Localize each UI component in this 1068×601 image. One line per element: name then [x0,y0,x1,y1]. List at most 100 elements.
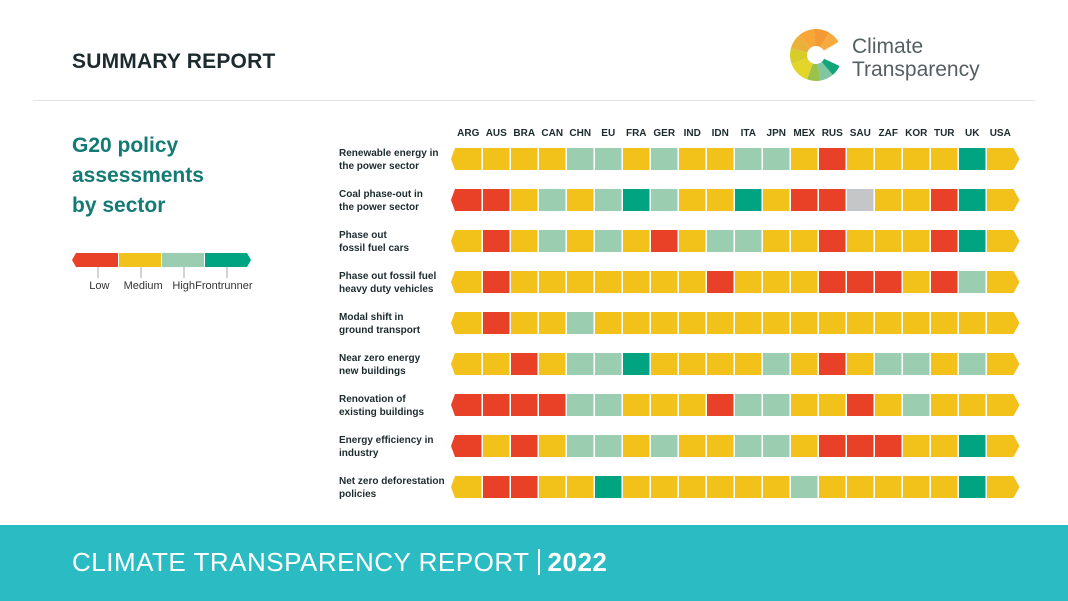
heatmap-cell-chn: CHN: Medium [567,230,594,252]
heatmap-cell-zaf: ZAF: High [875,353,902,375]
heatmap-cell-sau: SAU: Medium [847,230,874,252]
country-label-jpn: JPN [766,128,786,139]
heatmap-cell-idn: IDN: Medium [707,312,734,334]
heatmap-cell-mex: MEX: Medium [791,353,818,375]
heatmap-cell-ita: ITA: Frontrunner [735,189,762,211]
heatmap-cell-ind: IND: Medium [679,148,706,170]
heatmap-cell-ita: ITA: Medium [735,353,762,375]
sector-label-line-1: Phase out fossil fuel [339,271,437,282]
heatmap-cell-bra: BRA: Medium [511,312,538,334]
heatmap-cell-fra: FRA: Medium [623,230,650,252]
logo-segment [821,58,840,75]
heatmap-cell-jpn: JPN: High [763,435,790,457]
heatmap-cell-mex: MEX: Medium [791,394,818,416]
climate-transparency-logo-icon [790,29,840,81]
heatmap-cell-ger: GER: Medium [651,476,678,498]
heatmap-cell-ger: GER: High [651,148,678,170]
sector-label: Net zero deforestation policies [339,475,449,501]
heatmap-cell-arg: ARG: Medium [451,312,482,334]
logo-segment [790,48,808,64]
sector-label-line-1: Phase out [339,230,387,241]
legend-label-frontrunner: Frontrunner [195,280,253,292]
heatmap-cell-rus: RUS: Low [819,189,846,211]
heatmap-cell-bra: BRA: Low [511,476,538,498]
header-divider [33,100,1035,101]
heatmap-cell-can: CAN: Low [539,394,566,416]
heatmap-cell-chn: CHN: High [567,353,594,375]
heatmap-cell-zaf: ZAF: Medium [875,189,902,211]
heatmap-cell-tur: TUR: Medium [931,353,958,375]
heatmap-cell-usa: USA: Medium [987,312,1020,334]
heatmap-cell-eu: EU: High [595,148,622,170]
heatmap-cell-aus: AUS: Medium [483,148,510,170]
sector-label-line-2: heavy duty vehicles [339,284,434,295]
heatmap-cell-uk: UK: High [959,353,986,375]
footer-separator [537,549,540,575]
heatmap-cell-arg: ARG: Medium [451,230,482,252]
heatmap-cell-sau: SAU: Medium [847,148,874,170]
country-label-uk: UK [965,128,980,139]
sector-label-line-2: fossil fuel cars [339,243,410,254]
heatmap-cell-aus: AUS: Low [483,394,510,416]
heatmap-cell-chn: CHN: Medium [567,476,594,498]
heatmap-cell-eu: EU: High [595,230,622,252]
heatmap-cell-ind: IND: Medium [679,230,706,252]
heatmap-cell-tur: TUR: Low [931,189,958,211]
logo-segment [791,58,813,80]
heatmap-cell-can: CAN: Medium [539,148,566,170]
heatmap-cell-ger: GER: Medium [651,271,678,293]
sector-label-line-1: Coal phase-out in [339,189,423,200]
heatmap-cell-mex: MEX: Medium [791,312,818,334]
heatmap-cell-sau: SAU: NA [847,189,874,211]
heatmap-cell-ind: IND: Medium [679,394,706,416]
sector-label: Modal shift in ground transport [339,311,449,337]
heatmap-cell-kor: KOR: Medium [903,476,930,498]
heatmap-cell-fra: FRA: Medium [623,271,650,293]
heatmap-cell-zaf: ZAF: Low [875,271,902,293]
heatmap-cell-uk: UK: Medium [959,394,986,416]
page-title: SUMMARY REPORT [72,50,276,73]
heatmap-cell-fra: FRA: Medium [623,312,650,334]
sector-label-line-2: the power sector [339,202,420,213]
heatmap-cell-idn: IDN: Medium [707,476,734,498]
heatmap-cell-aus: AUS: Low [483,189,510,211]
country-label-aus: AUS [485,128,507,139]
heading-line-2: assessments [72,164,204,187]
heatmap-cell-uk: UK: Medium [959,312,986,334]
footer-title: CLIMATE TRANSPARENCY REPORT 2022 [72,547,607,578]
legend-swatch-frontrunner [205,253,251,267]
heatmap-cell-tur: TUR: Low [931,230,958,252]
country-label-ger: GER [653,128,676,139]
heatmap-cell-fra: FRA: Frontrunner [623,353,650,375]
heatmap-cell-uk: UK: High [959,271,986,293]
sector-label-line-2: new buildings [339,366,406,377]
country-label-usa: USA [989,128,1011,139]
heatmap-cell-kor: KOR: Medium [903,312,930,334]
heatmap-cell-idn: IDN: Low [707,394,734,416]
heatmap-cell-tur: TUR: Medium [931,476,958,498]
heatmap-cell-mex: MEX: Medium [791,148,818,170]
heatmap-cell-ger: GER: Medium [651,353,678,375]
heatmap-cell-chn: CHN: High [567,312,594,334]
heatmap-cell-kor: KOR: High [903,353,930,375]
heatmap-cell-can: CAN: Medium [539,435,566,457]
sector-label-line-2: existing buildings [339,407,425,418]
heatmap-cell-can: CAN: High [539,189,566,211]
heatmap-cell-aus: AUS: Medium [483,435,510,457]
heatmap-cell-fra: FRA: Medium [623,476,650,498]
heatmap-cell-ita: ITA: Medium [735,476,762,498]
heatmap-cell-fra: FRA: Medium [623,394,650,416]
heatmap-cell-uk: UK: Frontrunner [959,476,986,498]
legend-swatch-low [72,253,118,267]
heatmap-cell-chn: CHN: High [567,148,594,170]
heatmap-cell-eu: EU: High [595,189,622,211]
heatmap-cell-usa: USA: Medium [987,476,1020,498]
heatmap-cell-usa: USA: Medium [987,394,1020,416]
country-label-kor: KOR [905,128,928,139]
legend-swatch-high [162,253,204,267]
logo-line-1: Climate [852,35,924,58]
heatmap-cell-zaf: ZAF: Medium [875,394,902,416]
heatmap-cell-usa: USA: Medium [987,148,1020,170]
heatmap-cell-chn: CHN: Medium [567,271,594,293]
country-label-tur: TUR [933,128,955,139]
